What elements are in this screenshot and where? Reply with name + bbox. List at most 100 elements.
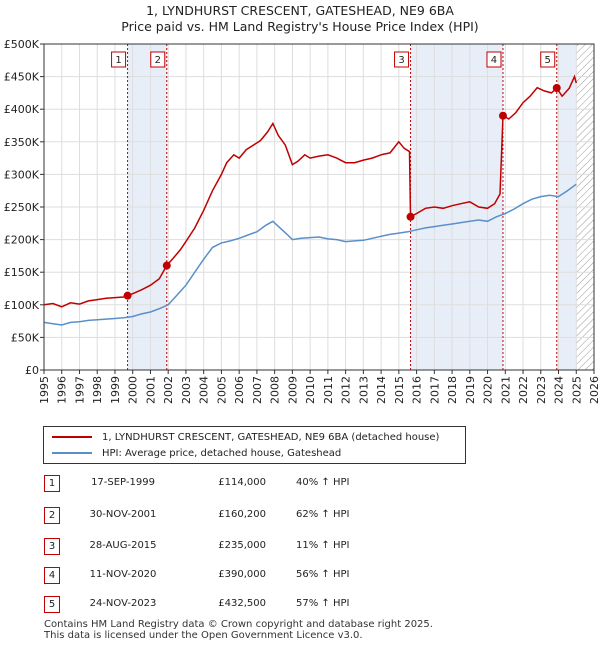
legend: 1, LYNDHURST CRESCENT, GATESHEAD, NE9 6B… bbox=[43, 426, 466, 464]
sale-point bbox=[162, 261, 171, 270]
x-tick-label: 1996 bbox=[56, 376, 69, 404]
x-tick-label: 2010 bbox=[304, 376, 317, 404]
row-price: £235,000 bbox=[218, 540, 266, 551]
row-hpi-change: 40% ↑ HPI bbox=[296, 477, 350, 488]
y-tick-label: £450K bbox=[4, 71, 40, 84]
grid bbox=[43, 43, 595, 371]
y-tick-label: £50K bbox=[11, 331, 40, 344]
x-tick-label: 2019 bbox=[464, 376, 477, 404]
table-row: 4 11-NOV-2020 £390,000 56% ↑ HPI bbox=[0, 567, 600, 585]
row-date: 30-NOV-2001 bbox=[89, 509, 157, 520]
sale-point bbox=[123, 291, 132, 300]
y-tick-label: £250K bbox=[4, 201, 40, 214]
x-tick-label: 2000 bbox=[127, 376, 140, 404]
x-tick-label: 2021 bbox=[499, 376, 512, 404]
x-tick-label: 2013 bbox=[357, 376, 370, 404]
axes: £0 £50K £100K £150K £200K £250K £300K £350K £400… bbox=[4, 38, 600, 404]
row-number-badge: 3 bbox=[44, 538, 60, 555]
legend-property-swatch bbox=[52, 436, 92, 438]
footer: Contains HM Land Registry data © Crown c… bbox=[44, 619, 433, 641]
row-hpi-change: 57% ↑ HPI bbox=[296, 598, 350, 609]
x-tick-label: 2015 bbox=[393, 376, 406, 404]
sale-point bbox=[498, 111, 507, 120]
table-row: 1 17-SEP-1999 £114,000 40% ↑ HPI bbox=[0, 475, 600, 493]
x-tick-label: 2003 bbox=[180, 376, 193, 404]
sale-label-box bbox=[394, 51, 410, 68]
chart-title: 1, LYNDHURST CRESCENT, GATESHEAD, NE9 6B… bbox=[0, 3, 600, 35]
title-line-1: 1, LYNDHURST CRESCENT, GATESHEAD, NE9 6B… bbox=[146, 3, 454, 18]
row-number-badge: 2 bbox=[44, 507, 60, 524]
y-tick-label: £350K bbox=[4, 136, 40, 149]
sale-label-box bbox=[540, 51, 556, 68]
x-tick-label: 2008 bbox=[269, 376, 282, 404]
footer-line-2: This data is licensed under the Open Gov… bbox=[44, 630, 363, 641]
x-tick-label: 1999 bbox=[109, 376, 122, 404]
x-tick-label: 1998 bbox=[91, 376, 104, 404]
sale-label-box bbox=[150, 51, 166, 68]
row-date: 11-NOV-2020 bbox=[89, 569, 157, 580]
x-tick-label: 2014 bbox=[375, 376, 388, 404]
legend-hpi: HPI: Average price, detached house, Gate… bbox=[52, 446, 341, 460]
row-date: 24-NOV-2023 bbox=[89, 598, 157, 609]
y-tick-label: £100K bbox=[4, 299, 40, 312]
sale-label: 1 bbox=[115, 55, 121, 66]
x-tick-label: 2026 bbox=[588, 376, 600, 404]
x-tick-label: 2016 bbox=[411, 376, 424, 404]
x-tick-label: 2022 bbox=[517, 376, 530, 404]
row-hpi-change: 11% ↑ HPI bbox=[296, 540, 350, 551]
x-tick-label: 2024 bbox=[553, 376, 566, 404]
table-row: 3 28-AUG-2015 £235,000 11% ↑ HPI bbox=[0, 538, 600, 556]
series-lines bbox=[44, 74, 578, 326]
x-tick-label: 2020 bbox=[482, 376, 495, 404]
row-number-badge: 4 bbox=[44, 567, 60, 584]
row-number-badge: 1 bbox=[44, 475, 60, 492]
price-chart: £0 £50K £100K £150K £200K £250K £300K £350K £400… bbox=[4, 38, 600, 404]
row-date: 17-SEP-1999 bbox=[91, 477, 155, 488]
row-hpi-change: 62% ↑ HPI bbox=[296, 509, 350, 520]
table-row: 5 24-NOV-2023 £432,500 57% ↑ HPI bbox=[0, 596, 600, 614]
x-tick-label: 2007 bbox=[251, 376, 264, 404]
y-tick-label: £200K bbox=[4, 234, 40, 247]
x-tick-label: 2005 bbox=[215, 376, 228, 404]
x-tick-label: 2018 bbox=[446, 376, 459, 404]
row-number-badge: 5 bbox=[44, 596, 60, 613]
sale-markers: 1 2 3 4 5 bbox=[111, 51, 561, 300]
x-tick-label: 2023 bbox=[535, 376, 548, 404]
row-date: 28-AUG-2015 bbox=[89, 540, 157, 551]
y-tick-label: £500K bbox=[4, 38, 40, 51]
row-price: £432,500 bbox=[218, 598, 266, 609]
legend-hpi-label: HPI: Average price, detached house, Gate… bbox=[102, 447, 342, 459]
x-tick-label: 2017 bbox=[428, 376, 441, 404]
legend-property-label: 1, LYNDHURST CRESCENT, GATESHEAD, NE9 6B… bbox=[102, 431, 440, 443]
x-tick-label: 2025 bbox=[570, 376, 583, 404]
x-tick-label: 2009 bbox=[286, 376, 299, 404]
sale-point bbox=[552, 84, 561, 93]
row-price: £160,200 bbox=[218, 509, 266, 520]
sale-label-box bbox=[486, 51, 502, 68]
sale-label: 2 bbox=[155, 55, 161, 66]
sale-label: 4 bbox=[491, 55, 497, 66]
row-hpi-change: 56% ↑ HPI bbox=[296, 569, 350, 580]
sale-label: 3 bbox=[398, 55, 404, 66]
sale-label: 5 bbox=[545, 55, 551, 66]
row-price: £390,000 bbox=[218, 569, 266, 580]
hpi-line bbox=[44, 183, 577, 326]
property-price-line bbox=[44, 74, 578, 308]
sale-label-box bbox=[111, 51, 127, 68]
legend-property: 1, LYNDHURST CRESCENT, GATESHEAD, NE9 6B… bbox=[52, 430, 439, 444]
sale-point bbox=[406, 212, 415, 221]
x-tick-label: 2011 bbox=[322, 376, 335, 404]
x-tick-label: 1995 bbox=[38, 376, 51, 404]
x-tick-label: 2001 bbox=[144, 376, 157, 404]
y-tick-label: £150K bbox=[4, 266, 40, 279]
y-tick-label: £0 bbox=[25, 364, 39, 377]
row-price: £114,000 bbox=[218, 477, 266, 488]
y-tick-label: £300K bbox=[4, 168, 40, 181]
x-tick-label: 1997 bbox=[73, 376, 86, 404]
table-row: 2 30-NOV-2001 £160,200 62% ↑ HPI bbox=[0, 507, 600, 525]
y-tick-label: £400K bbox=[4, 103, 40, 116]
x-tick-label: 2012 bbox=[340, 376, 353, 404]
legend-hpi-swatch bbox=[52, 452, 92, 454]
x-tick-label: 2006 bbox=[233, 376, 246, 404]
footer-line-1: Contains HM Land Registry data © Crown c… bbox=[44, 619, 433, 630]
